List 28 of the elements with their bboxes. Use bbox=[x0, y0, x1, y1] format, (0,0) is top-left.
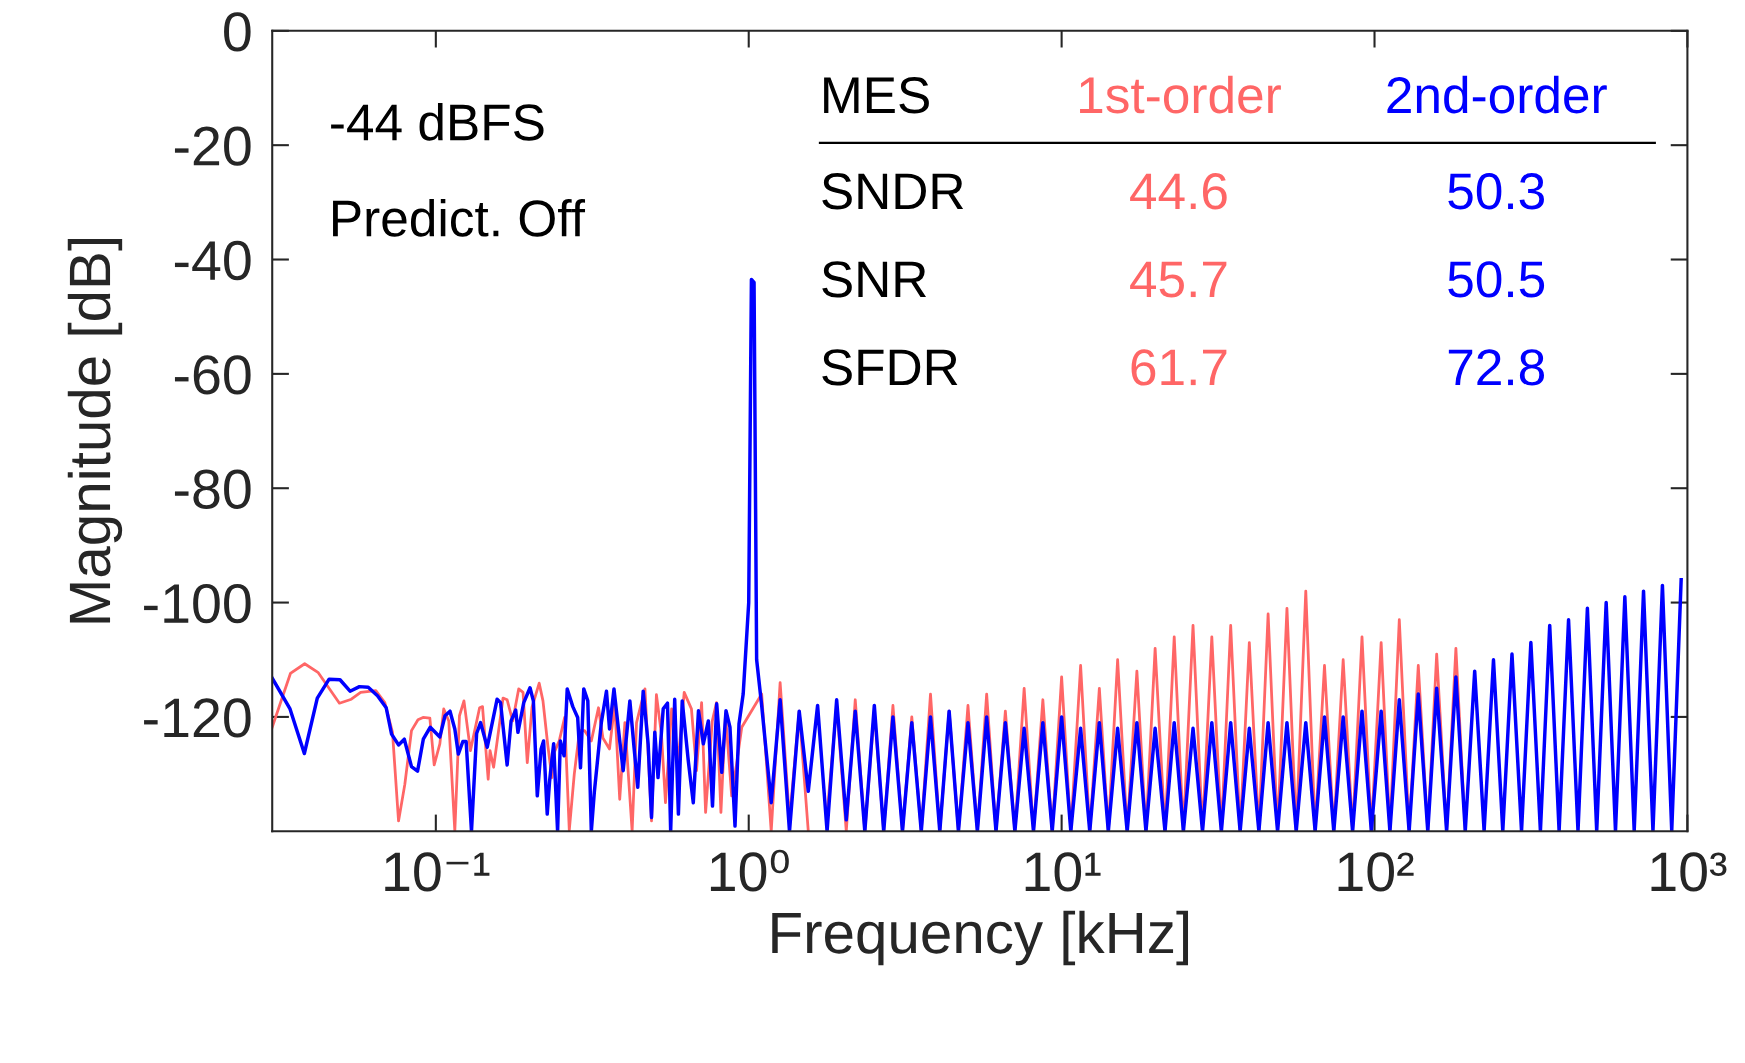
text: 2nd-order bbox=[1387, 75, 1607, 114]
x-tick-label: 10⁻¹ bbox=[385, 852, 490, 892]
annotation: 72.8 bbox=[1448, 349, 1544, 386]
annotation: -44 dBFS bbox=[331, 102, 544, 141]
y-tick-label: -60 bbox=[174, 355, 251, 395]
annotation: 61.7 bbox=[1131, 349, 1227, 386]
y-axis-title: Magnitude [dB] bbox=[67, 239, 123, 623]
x-tick-label: 10² bbox=[1338, 852, 1414, 892]
annotation: SNDR bbox=[822, 173, 964, 210]
annotation: 45.7 bbox=[1130, 261, 1227, 298]
x-tick-label: 10⁰ bbox=[710, 849, 789, 892]
annotation: SNR bbox=[822, 261, 927, 298]
y-tick-label: -120 bbox=[144, 698, 251, 738]
annotation: 44.6 bbox=[1130, 173, 1227, 210]
annotation: 50.3 bbox=[1448, 173, 1544, 210]
y-tick-label: -20 bbox=[174, 126, 251, 166]
x-tick-label: 10¹ bbox=[1025, 852, 1101, 892]
annotation: Predict. Off bbox=[333, 198, 586, 237]
y-tick-label: -100 bbox=[144, 583, 251, 624]
y-tick-label: -80 bbox=[174, 469, 251, 509]
annotation: 50.5 bbox=[1448, 261, 1545, 298]
annotation: MES bbox=[824, 77, 929, 114]
x-axis-title: Frequency [kHz] bbox=[772, 910, 1189, 966]
text: 1st-order bbox=[1080, 75, 1281, 114]
x-tick-label: 10³ bbox=[1651, 852, 1727, 892]
y-tick-label: -40 bbox=[174, 240, 251, 281]
y-tick-label: 0 bbox=[224, 12, 251, 52]
annotation: SFDR bbox=[822, 349, 958, 386]
